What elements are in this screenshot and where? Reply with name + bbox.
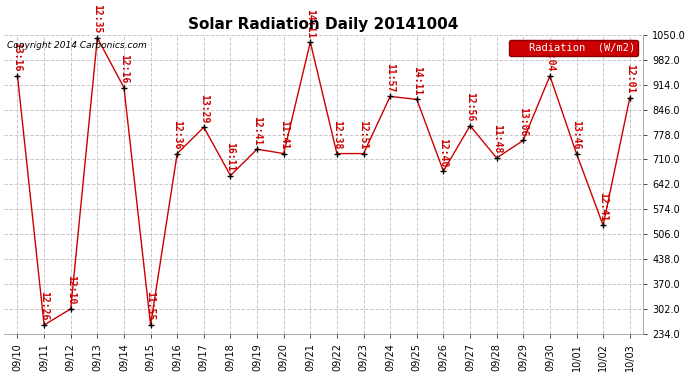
Text: 12:41: 12:41 xyxy=(598,192,608,221)
Text: 12:35: 12:35 xyxy=(92,4,102,34)
Text: 11:57: 11:57 xyxy=(385,63,395,92)
Text: 11:41: 11:41 xyxy=(279,120,288,149)
Text: 11:48: 11:48 xyxy=(492,124,502,154)
Text: 13:29: 13:29 xyxy=(199,94,209,123)
Text: 12:10: 12:10 xyxy=(66,275,76,305)
Text: 12:40: 12:40 xyxy=(438,138,449,167)
Text: 12:36: 12:36 xyxy=(172,120,182,149)
Text: 13:06: 13:06 xyxy=(518,107,529,136)
Text: 11:55: 11:55 xyxy=(146,291,155,321)
Text: Copyright 2014 Carbonics.com: Copyright 2014 Carbonics.com xyxy=(8,41,147,50)
Text: 12:38: 12:38 xyxy=(332,120,342,149)
Text: 14:11: 14:11 xyxy=(412,66,422,95)
Text: 14:11: 14:11 xyxy=(305,9,315,38)
Text: 12:56: 12:56 xyxy=(465,92,475,122)
Text: 12:01: 12:01 xyxy=(624,64,635,94)
Text: 12:41: 12:41 xyxy=(252,116,262,145)
Text: 12:16: 12:16 xyxy=(119,54,129,84)
Text: 13:16: 13:16 xyxy=(12,42,23,72)
Text: 13:04: 13:04 xyxy=(545,42,555,72)
Title: Solar Radiation Daily 20141004: Solar Radiation Daily 20141004 xyxy=(188,17,459,32)
Text: 12:51: 12:51 xyxy=(359,120,368,149)
Text: 16:11: 16:11 xyxy=(226,142,235,171)
Legend: Radiation  (W/m2): Radiation (W/m2) xyxy=(509,40,638,56)
Text: 12:26: 12:26 xyxy=(39,291,49,321)
Text: 13:46: 13:46 xyxy=(571,120,582,149)
